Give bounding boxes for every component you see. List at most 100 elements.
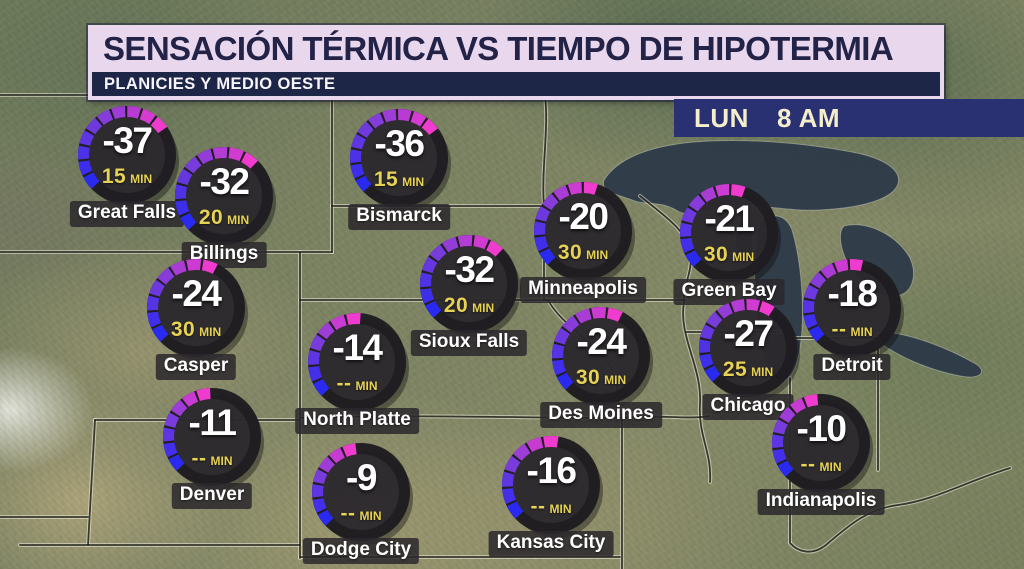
wind-chill-value: -14 — [332, 327, 383, 368]
wind-chill-value: -10 — [796, 408, 847, 449]
wind-chill-value: -18 — [827, 273, 878, 314]
minutes-unit: MIN — [586, 248, 609, 262]
city-label: Kansas City — [488, 531, 614, 557]
hypothermia-minutes: -- MIN — [797, 318, 907, 342]
gauge-body — [175, 147, 273, 245]
station-green-bay: -21 30 MIN Green Bay — [673, 178, 785, 305]
hypothermia-gauge — [163, 388, 264, 490]
hypothermia-minutes: 20 MIN — [169, 206, 279, 230]
gauge-body — [534, 182, 632, 280]
station-dodge-city: -9 -- MIN Dodge City — [302, 437, 420, 564]
wind-chill-value: -24 — [576, 321, 627, 362]
station-casper: -24 30 MIN Casper — [141, 253, 251, 380]
gauge-body — [147, 259, 245, 357]
minutes-value: -- — [831, 318, 847, 341]
region-subtitle: PLANICIES Y MEDIO OESTE — [104, 75, 336, 93]
hypothermia-gauge — [501, 436, 603, 538]
hypothermia-minutes: -- MIN — [302, 372, 412, 396]
wind-chill-value: -32 — [444, 249, 495, 290]
wind-chill-value: -36 — [374, 123, 425, 164]
city-label: Sioux Falls — [410, 330, 528, 356]
wind-chill-value: -20 — [558, 196, 609, 237]
hypothermia-gauge — [679, 183, 781, 286]
gauge-body — [78, 106, 176, 204]
hypothermia-minutes: 20 MIN — [414, 294, 524, 318]
city-label: Great Falls — [69, 201, 185, 227]
hypothermia-minutes: -- MIN — [766, 453, 876, 477]
hypothermia-minutes: 30 MIN — [546, 366, 656, 390]
hypothermia-minutes: -- MIN — [157, 447, 267, 471]
minutes-value: 30 — [170, 318, 196, 341]
minutes-unit: MIN — [850, 325, 873, 339]
minutes-value: 30 — [575, 366, 601, 389]
minutes-unit: MIN — [227, 213, 250, 227]
hypothermia-minutes: 25 MIN — [693, 358, 803, 382]
wind-chill-value: -24 — [171, 273, 222, 314]
station-des-moines: -24 30 MIN Des Moines — [540, 301, 662, 428]
page-title: SENSACIÓN TÉRMICA VS TIEMPO DE HIPOTERMI… — [103, 30, 894, 67]
minutes-value: 20 — [198, 206, 224, 229]
gauge-body — [350, 109, 448, 207]
city-label: Chicago — [702, 394, 794, 420]
wind-chill-value: -32 — [199, 161, 250, 202]
minutes-value: -- — [530, 495, 546, 518]
minutes-unit: MIN — [732, 250, 755, 264]
wind-chill-value: -9 — [346, 457, 377, 498]
minutes-unit: MIN — [355, 379, 378, 393]
gauge-body — [308, 313, 406, 411]
minutes-unit: MIN — [199, 325, 222, 339]
city-label: North Platte — [295, 408, 419, 434]
gauge-body — [803, 259, 901, 357]
hypothermia-gauge — [699, 298, 800, 401]
city-label: Casper — [155, 354, 237, 380]
minutes-value: 30 — [557, 241, 583, 264]
time-banner: LUN 8 AM — [674, 99, 1024, 137]
city-label: Denver — [171, 483, 253, 509]
hypothermia-minutes: -- MIN — [306, 502, 416, 526]
hypothermia-gauge — [78, 106, 179, 208]
minutes-value: 30 — [703, 243, 729, 266]
gauge-body — [312, 443, 410, 541]
minutes-unit: MIN — [472, 301, 495, 315]
minutes-value: 15 — [101, 165, 127, 188]
hypothermia-minutes: 30 MIN — [674, 243, 784, 267]
minutes-value: -- — [340, 502, 356, 525]
station-great-falls: -37 15 MIN Great Falls — [69, 100, 185, 227]
station-bismarck: -36 15 MIN Bismarck — [344, 103, 454, 230]
minutes-unit: MIN — [210, 454, 233, 468]
hypothermia-gauge — [312, 443, 413, 545]
hypothermia-gauge — [772, 394, 873, 496]
gauge-body — [502, 436, 600, 534]
hypothermia-minutes: 30 MIN — [528, 241, 638, 265]
hypothermia-minutes: 30 MIN — [141, 318, 251, 342]
hypothermia-gauge — [420, 235, 521, 337]
hypothermia-minutes: -- MIN — [496, 495, 606, 519]
station-sioux-falls: -32 20 MIN Sioux Falls — [410, 229, 528, 356]
hypothermia-minutes: 15 MIN — [72, 165, 182, 189]
wind-chill-value: -21 — [704, 198, 755, 239]
city-label: Indianapolis — [757, 489, 885, 515]
gauge-body — [552, 307, 650, 405]
station-billings: -32 20 MIN Billings — [169, 141, 279, 268]
gauge-body — [699, 299, 797, 397]
gauge-body — [163, 388, 261, 486]
city-label: Green Bay — [673, 279, 785, 305]
hypothermia-gauge — [175, 147, 276, 249]
hypothermia-gauge — [803, 258, 904, 361]
station-detroit: -18 -- MIN Detroit — [797, 253, 907, 380]
minutes-unit: MIN — [819, 460, 842, 474]
station-denver: -11 -- MIN Denver — [157, 382, 267, 509]
minutes-unit: MIN — [751, 365, 774, 379]
station-kansas-city: -16 -- MIN Kansas City — [488, 430, 614, 557]
hypothermia-gauge — [308, 312, 409, 415]
city-label: Detroit — [813, 354, 891, 380]
minutes-unit: MIN — [604, 373, 627, 387]
city-label: Des Moines — [540, 402, 662, 428]
minutes-value: 25 — [722, 358, 748, 381]
minutes-unit: MIN — [130, 172, 153, 186]
station-indianapolis: -10 -- MIN Indianapolis — [757, 388, 885, 515]
minutes-unit: MIN — [359, 509, 382, 523]
station-north-platte: -14 -- MIN North Platte — [295, 307, 419, 434]
